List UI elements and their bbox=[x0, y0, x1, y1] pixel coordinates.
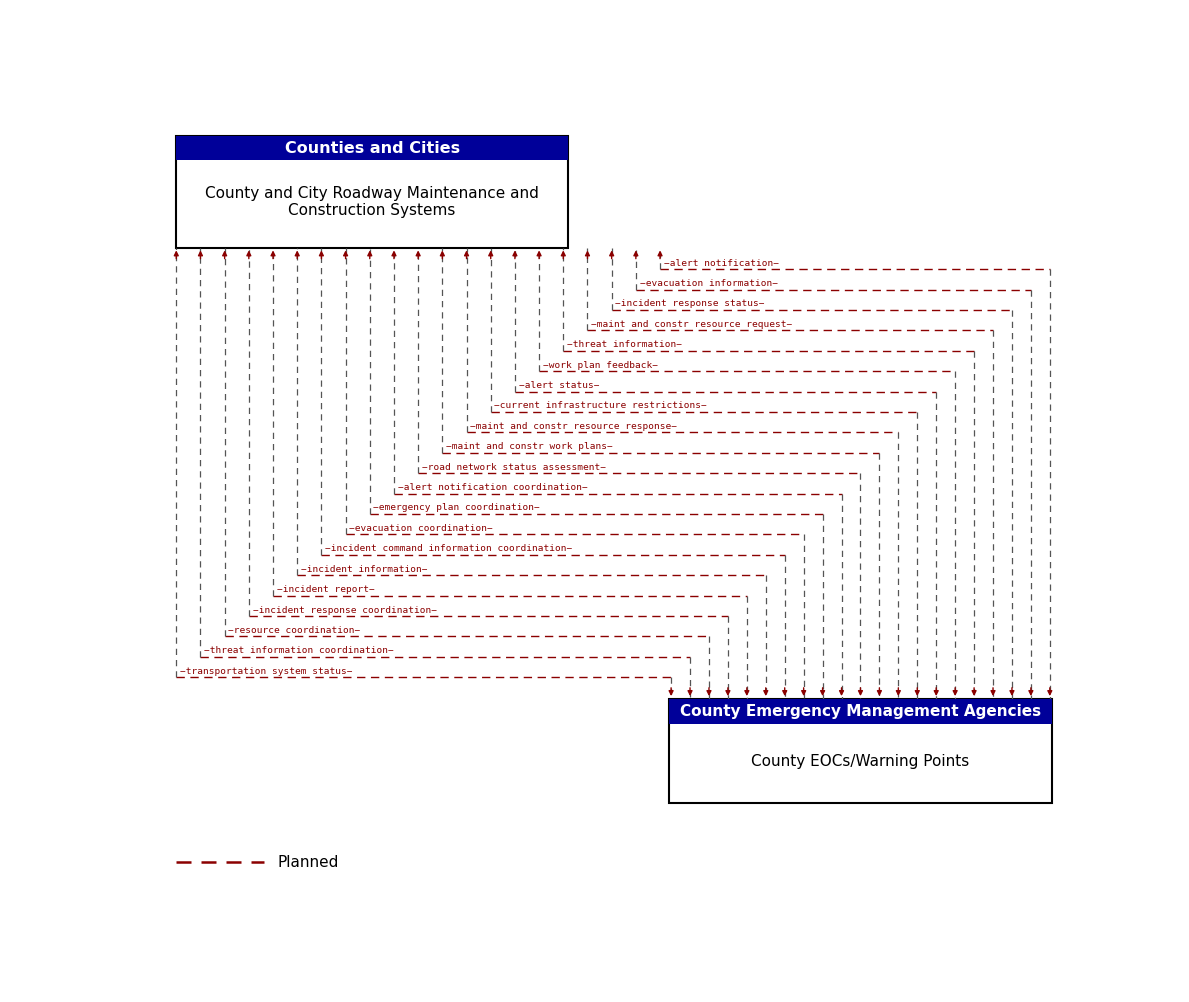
Text: −maint and constr work plans−: −maint and constr work plans− bbox=[446, 442, 612, 451]
Text: −maint and constr resource request−: −maint and constr resource request− bbox=[591, 320, 792, 329]
Text: County Emergency Management Agencies: County Emergency Management Agencies bbox=[680, 703, 1042, 718]
Text: Counties and Cities: Counties and Cities bbox=[284, 140, 460, 155]
Text: County EOCs/Warning Points: County EOCs/Warning Points bbox=[751, 755, 969, 770]
Text: −current infrastructure restrictions−: −current infrastructure restrictions− bbox=[495, 402, 707, 411]
Text: −incident command information coordination−: −incident command information coordinati… bbox=[325, 544, 572, 553]
Text: −transportation system status−: −transportation system status− bbox=[180, 666, 352, 675]
Text: −threat information coordination−: −threat information coordination− bbox=[205, 646, 394, 655]
FancyBboxPatch shape bbox=[669, 699, 1052, 723]
Text: −incident response status−: −incident response status− bbox=[616, 300, 765, 309]
Text: Planned: Planned bbox=[278, 855, 339, 870]
Text: −alert status−: −alert status− bbox=[518, 381, 599, 390]
Text: −alert notification coordination−: −alert notification coordination− bbox=[397, 483, 587, 492]
FancyBboxPatch shape bbox=[669, 699, 1052, 803]
FancyBboxPatch shape bbox=[176, 135, 568, 160]
Text: County and City Roadway Maintenance and
Construction Systems: County and City Roadway Maintenance and … bbox=[206, 186, 539, 218]
Text: −work plan feedback−: −work plan feedback− bbox=[543, 361, 658, 370]
Text: −evacuation information−: −evacuation information− bbox=[640, 279, 778, 288]
Text: −evacuation coordination−: −evacuation coordination− bbox=[350, 524, 493, 533]
Text: −maint and constr resource response−: −maint and constr resource response− bbox=[470, 422, 678, 431]
Text: −resource coordination−: −resource coordination− bbox=[228, 626, 360, 635]
FancyBboxPatch shape bbox=[176, 135, 568, 247]
Text: −alert notification−: −alert notification− bbox=[663, 259, 779, 268]
Text: −road network status assessment−: −road network status assessment− bbox=[422, 463, 606, 472]
Text: −incident information−: −incident information− bbox=[301, 565, 427, 574]
Text: −incident report−: −incident report− bbox=[277, 585, 375, 594]
Text: −threat information−: −threat information− bbox=[567, 341, 682, 350]
Text: −emergency plan coordination−: −emergency plan coordination− bbox=[373, 503, 540, 512]
Text: −incident response coordination−: −incident response coordination− bbox=[252, 605, 436, 614]
